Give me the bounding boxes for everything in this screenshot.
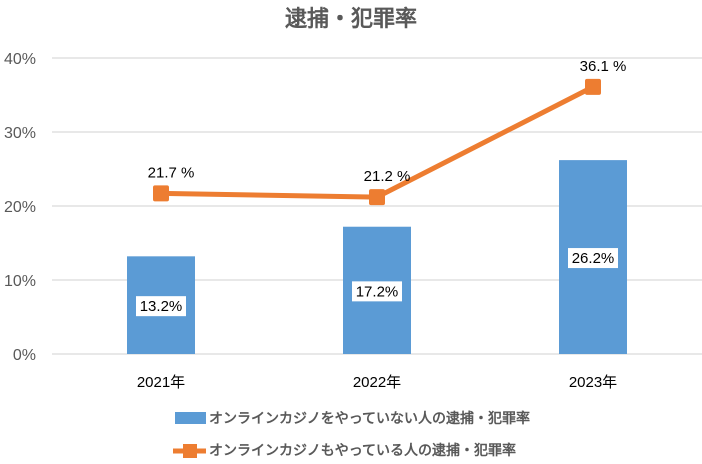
bar-label-bg: [568, 248, 618, 269]
y-tick-label: 10%: [4, 273, 36, 290]
y-tick-label: 30%: [4, 125, 36, 142]
legend-marker-swatch: [183, 444, 197, 458]
y-tick-label: 40%: [4, 51, 36, 68]
x-tick-label: 2021年: [137, 374, 185, 391]
y-tick-label: 0%: [13, 347, 36, 364]
legend: オンラインカジノをやっていない人の逮捕・犯罪率 オンラインカジノもやっている人の…: [173, 410, 530, 458]
bar-data-label: 26.2%: [572, 250, 615, 267]
legend-bar-swatch: [175, 412, 206, 424]
line-data-label: 21.7 %: [148, 164, 195, 181]
line-data-label: 36.1 %: [580, 58, 627, 75]
legend-label-bar: オンラインカジノをやっていない人の逮捕・犯罪率: [209, 410, 530, 426]
bar-data-label: 13.2%: [140, 298, 183, 315]
line-marker: [585, 78, 601, 95]
line-marker: [369, 189, 385, 206]
x-tick-label: 2022年: [353, 374, 401, 391]
x-tick-label: 2023年: [569, 374, 617, 391]
line-data-label: 21.2 %: [364, 168, 411, 185]
legend-label-line: オンラインカジノもやっている人の逮捕・犯罪率: [209, 442, 516, 458]
line-marker: [153, 185, 169, 202]
bar-data-label: 17.2%: [356, 283, 399, 300]
bar-label-bg: [136, 296, 186, 317]
y-tick-label: 20%: [4, 199, 36, 216]
bar-label-bg: [352, 281, 402, 302]
chart-title: 逮捕・犯罪率: [285, 6, 417, 31]
